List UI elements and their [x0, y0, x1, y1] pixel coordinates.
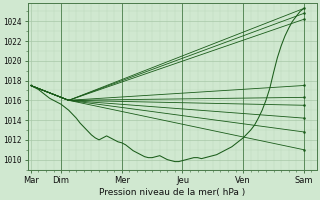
- X-axis label: Pression niveau de la mer( hPa ): Pression niveau de la mer( hPa ): [99, 188, 245, 197]
